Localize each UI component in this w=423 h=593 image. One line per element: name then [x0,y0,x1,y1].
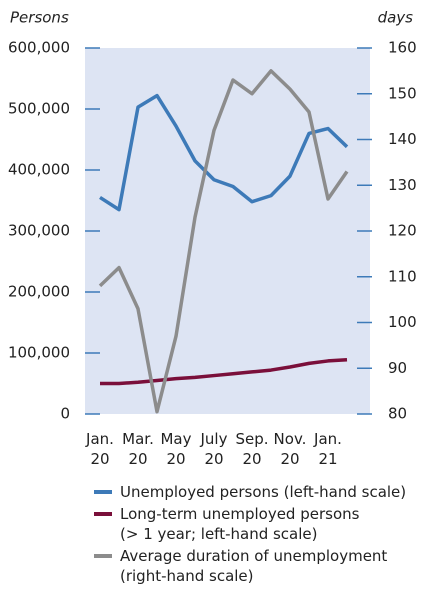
y2-axis-label: days [378,9,414,27]
y-tick-label: 600,000 [8,39,70,57]
legend-swatch [94,554,112,558]
y2-tick-label: 160 [388,39,417,57]
legend-item: Long-term unemployed persons (> 1 year; … [94,504,414,544]
y2-tick-label: 150 [388,84,417,102]
y-tick-label: 500,000 [8,100,70,118]
x-tick-label: Nov. 20 [274,430,307,468]
legend-item: Unemployed persons (left-hand scale) [94,482,414,502]
x-tick-label: Jan. 20 [85,430,114,468]
legend-swatch [94,512,112,516]
y2-tick-label: 140 [388,130,417,148]
legend: Unemployed persons (left-hand scale) Long… [94,482,414,588]
y-tick-label: 400,000 [8,161,70,179]
y2-tick-label: 130 [388,176,417,194]
plot-area [85,48,370,414]
legend-label: Unemployed persons (left-hand scale) [120,483,407,501]
series-line [99,93,349,212]
y2-tick-label: 110 [388,267,417,285]
y-tick-label: 200,000 [8,283,70,301]
y-tick-label: 300,000 [8,222,70,240]
y-tick-label: 0 [60,405,70,423]
x-tick-label: May 20 [160,430,191,468]
y-axis-label: Persons [10,9,69,27]
legend-label: Average duration of unemployment (right-… [120,547,388,585]
legend-swatch [94,490,112,494]
series-line [100,357,348,386]
x-tick-label: Jan. 21 [313,430,342,468]
x-tick-label: Mar. 20 [122,430,154,468]
y2-tick-label: 80 [388,405,407,423]
y2-tick-label: 90 [388,359,407,377]
y2-tick-label: 100 [388,313,417,331]
legend-label: Long-term unemployed persons (> 1 year; … [120,505,360,543]
x-tick-label: Sep. 20 [235,430,268,468]
y2-tick-label: 120 [388,222,417,240]
legend-item: Average duration of unemployment (right-… [94,546,414,586]
chart: Persons days 0 100,000 200,000 300,000 400,0… [8,9,417,468]
series-line [98,69,349,414]
y-tick-label: 100,000 [8,344,70,362]
x-tick-label: July 20 [200,430,228,468]
